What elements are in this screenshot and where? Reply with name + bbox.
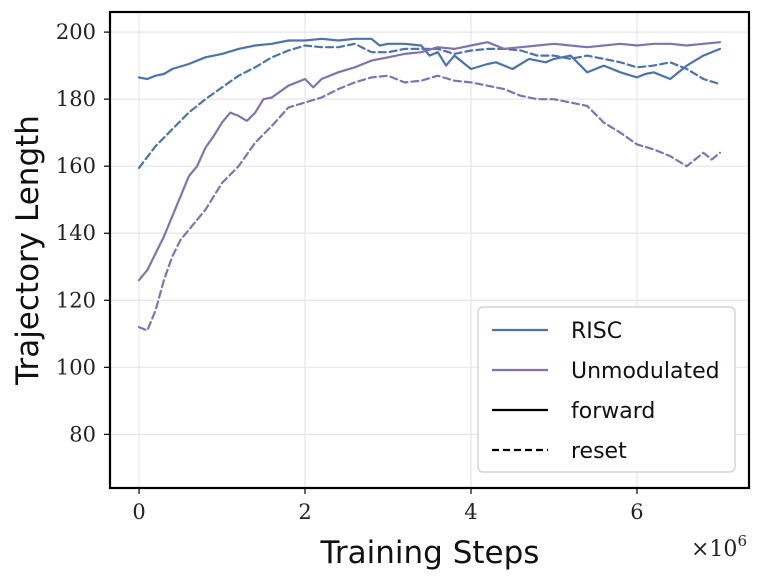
- series-lines: [137, 37, 722, 332]
- y-tick-label: 180: [56, 87, 96, 111]
- y-tick-label: 120: [56, 288, 96, 312]
- series-line-unmodulated-reset: [137, 74, 722, 332]
- legend-box: [477, 306, 736, 473]
- legend-label-reset: reset: [571, 439, 627, 464]
- legend-label-unmodulated: Unmodulated: [571, 359, 720, 384]
- y-tick-label: 160: [56, 154, 96, 178]
- y-tick-label: 200: [56, 20, 96, 44]
- x-scale-base: ×10: [691, 537, 737, 562]
- y-tick-label: 100: [56, 355, 96, 379]
- x-tick-label: 6: [630, 500, 643, 524]
- legend: RISC Unmodulated forward reset: [477, 306, 736, 473]
- y-axis-title: Trajectory Length: [10, 115, 46, 386]
- series-line-risc-forward: [137, 37, 722, 81]
- x-tick-label: 0: [132, 500, 145, 524]
- series-line-risc-reset: [137, 42, 722, 169]
- x-scale-multiplier: ×106: [691, 532, 747, 562]
- series-line-unmodulated-forward: [137, 41, 722, 282]
- legend-label-forward: forward: [571, 399, 655, 424]
- legend-label-risc: RISC: [571, 319, 622, 344]
- axis-ticks: 0 2 4 6 80 100 120 140 160 180 200: [56, 20, 644, 524]
- x-tick-label: 4: [464, 500, 477, 524]
- grid: [110, 12, 749, 488]
- x-tick-label: 2: [298, 500, 311, 524]
- plot-frame: [108, 10, 751, 490]
- y-tick-label: 80: [69, 422, 96, 446]
- x-axis-title: Training Steps: [320, 535, 540, 571]
- y-tick-label: 140: [56, 221, 96, 245]
- x-scale-exponent: 6: [737, 532, 747, 550]
